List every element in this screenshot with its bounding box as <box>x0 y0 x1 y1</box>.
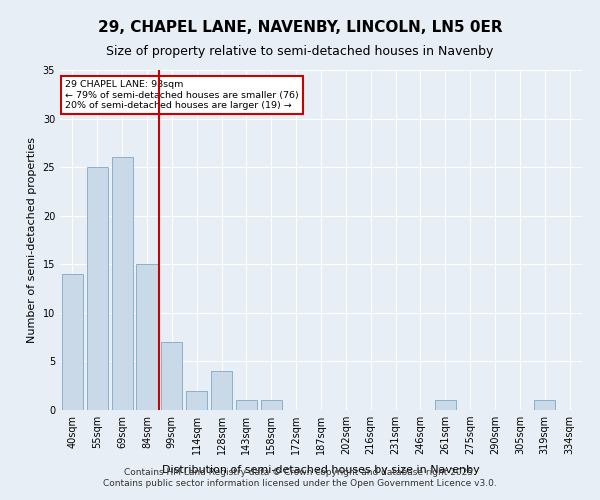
Text: Size of property relative to semi-detached houses in Navenby: Size of property relative to semi-detach… <box>106 45 494 58</box>
Bar <box>161 342 182 410</box>
Bar <box>261 400 282 410</box>
Bar <box>211 371 232 410</box>
Y-axis label: Number of semi-detached properties: Number of semi-detached properties <box>27 137 37 343</box>
X-axis label: Distribution of semi-detached houses by size in Navenby: Distribution of semi-detached houses by … <box>162 466 480 475</box>
Bar <box>435 400 456 410</box>
Text: 29, CHAPEL LANE, NAVENBY, LINCOLN, LN5 0ER: 29, CHAPEL LANE, NAVENBY, LINCOLN, LN5 0… <box>98 20 502 35</box>
Bar <box>534 400 555 410</box>
Bar <box>62 274 83 410</box>
Bar <box>136 264 158 410</box>
Text: 29 CHAPEL LANE: 98sqm
← 79% of semi-detached houses are smaller (76)
20% of semi: 29 CHAPEL LANE: 98sqm ← 79% of semi-deta… <box>65 80 299 110</box>
Bar <box>186 390 207 410</box>
Bar <box>87 167 108 410</box>
Text: Contains HM Land Registry data © Crown copyright and database right 2025.
Contai: Contains HM Land Registry data © Crown c… <box>103 468 497 487</box>
Bar <box>112 158 133 410</box>
Bar <box>236 400 257 410</box>
